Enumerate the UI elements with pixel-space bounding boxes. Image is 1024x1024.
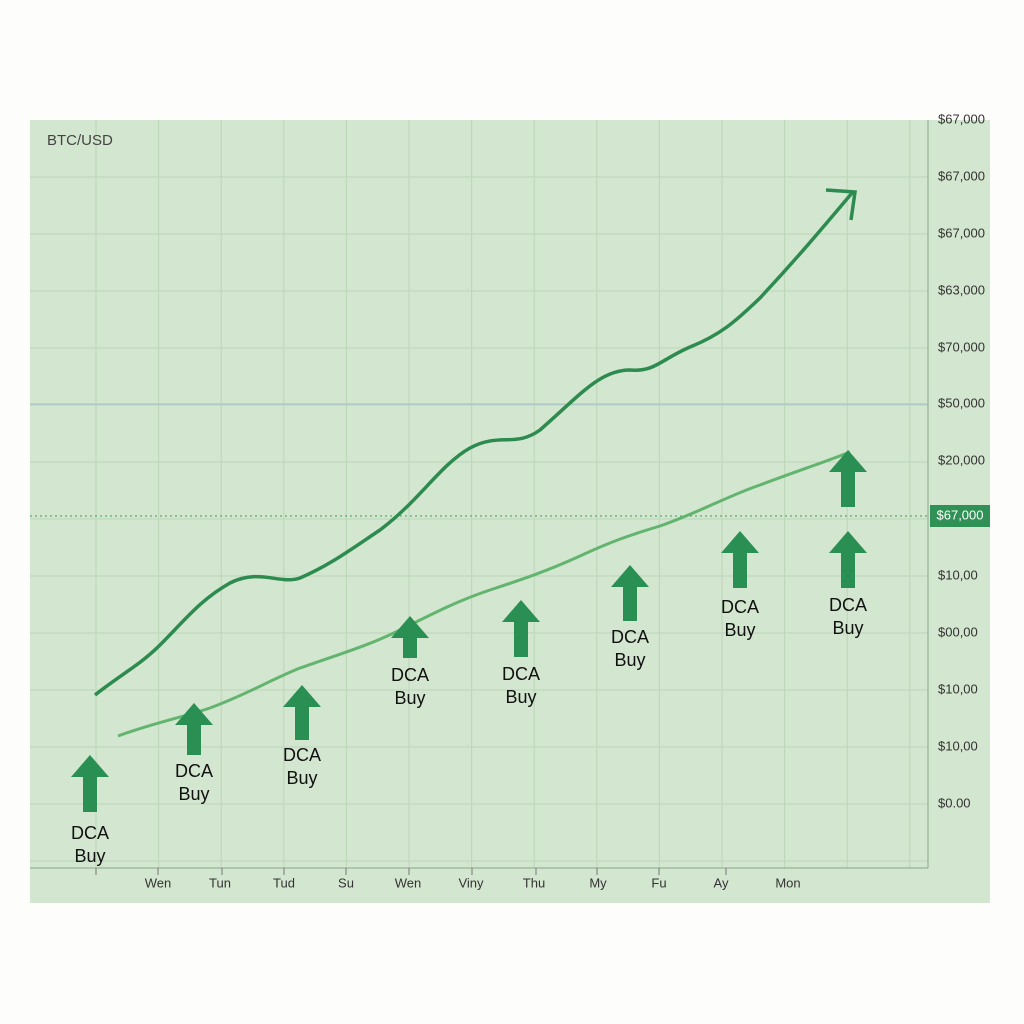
dca-label: DCA bbox=[175, 761, 213, 781]
dca-label: Buy bbox=[832, 618, 863, 638]
y-tick-label: $67,000 bbox=[938, 111, 985, 126]
x-tick-label: Viny bbox=[458, 875, 484, 890]
dca-arrow bbox=[391, 616, 429, 658]
x-tick-label: Wen bbox=[145, 875, 172, 890]
dca-label: Buy bbox=[74, 846, 105, 866]
y-tick-label: $0.00 bbox=[938, 795, 971, 810]
y-tick-label: $63,000 bbox=[938, 282, 985, 297]
dca-label: Buy bbox=[505, 687, 536, 707]
dca-label: Buy bbox=[614, 650, 645, 670]
y-tick-label: $00,00 bbox=[938, 624, 978, 639]
dca-label: DCA bbox=[283, 745, 321, 765]
dca-arrow bbox=[175, 703, 213, 755]
price-line-upper bbox=[93, 191, 854, 697]
x-tick-label: Mon bbox=[775, 875, 800, 890]
x-tick-label: Tun bbox=[209, 875, 231, 890]
dca-label: Buy bbox=[394, 688, 425, 708]
y-tick-label: $70,000 bbox=[938, 339, 985, 354]
dca-average-line bbox=[117, 450, 851, 738]
x-tick-label: Fu bbox=[651, 875, 666, 890]
dca-label: DCA bbox=[391, 665, 429, 685]
dca-arrow bbox=[502, 600, 540, 657]
chart-title: BTC/USD bbox=[47, 132, 113, 149]
x-tick-label: Ay bbox=[714, 875, 729, 890]
y-tick-label: $67,000 bbox=[938, 168, 985, 183]
y-tick-label: $10,00 bbox=[938, 738, 978, 753]
dca-arrow bbox=[829, 531, 867, 588]
annotations: DCA Buy DCA Buy DCA Buy DCA Buy DCA Buy DCA Buy DCA B… bbox=[71, 450, 867, 866]
price-tag bbox=[930, 505, 990, 527]
dca-arrow bbox=[721, 531, 759, 588]
dca-label: Buy bbox=[724, 620, 755, 640]
plot-background bbox=[30, 120, 990, 903]
dca-label: DCA bbox=[71, 823, 109, 843]
x-tick-label: My bbox=[589, 875, 607, 890]
y-tick-label: $50,000 bbox=[938, 395, 985, 410]
price-label: $67,000 bbox=[937, 507, 984, 522]
x-tick-label: Su bbox=[338, 875, 354, 890]
x-tick-label: Tud bbox=[273, 875, 295, 890]
y-tick-label: $20,000 bbox=[938, 452, 985, 467]
dca-label: DCA bbox=[611, 627, 649, 647]
dca-arrow bbox=[71, 755, 109, 812]
y-tick-label: $10,00 bbox=[938, 567, 978, 582]
trend-arrowhead bbox=[825, 188, 857, 221]
x-tick-label: Thu bbox=[523, 875, 545, 890]
y-tick-label: $10,00 bbox=[938, 681, 978, 696]
dca-arrow bbox=[611, 565, 649, 621]
dca-label: DCA bbox=[502, 664, 540, 684]
dca-label: Buy bbox=[178, 784, 209, 804]
dca-label: Buy bbox=[286, 768, 317, 788]
dca-label: DCA bbox=[829, 595, 867, 615]
dca-arrow bbox=[829, 450, 867, 507]
dca-arrow bbox=[283, 685, 321, 740]
y-tick-label: $67,000 bbox=[938, 225, 985, 240]
x-tick-label: Wen bbox=[395, 875, 422, 890]
dca-label: DCA bbox=[721, 597, 759, 617]
